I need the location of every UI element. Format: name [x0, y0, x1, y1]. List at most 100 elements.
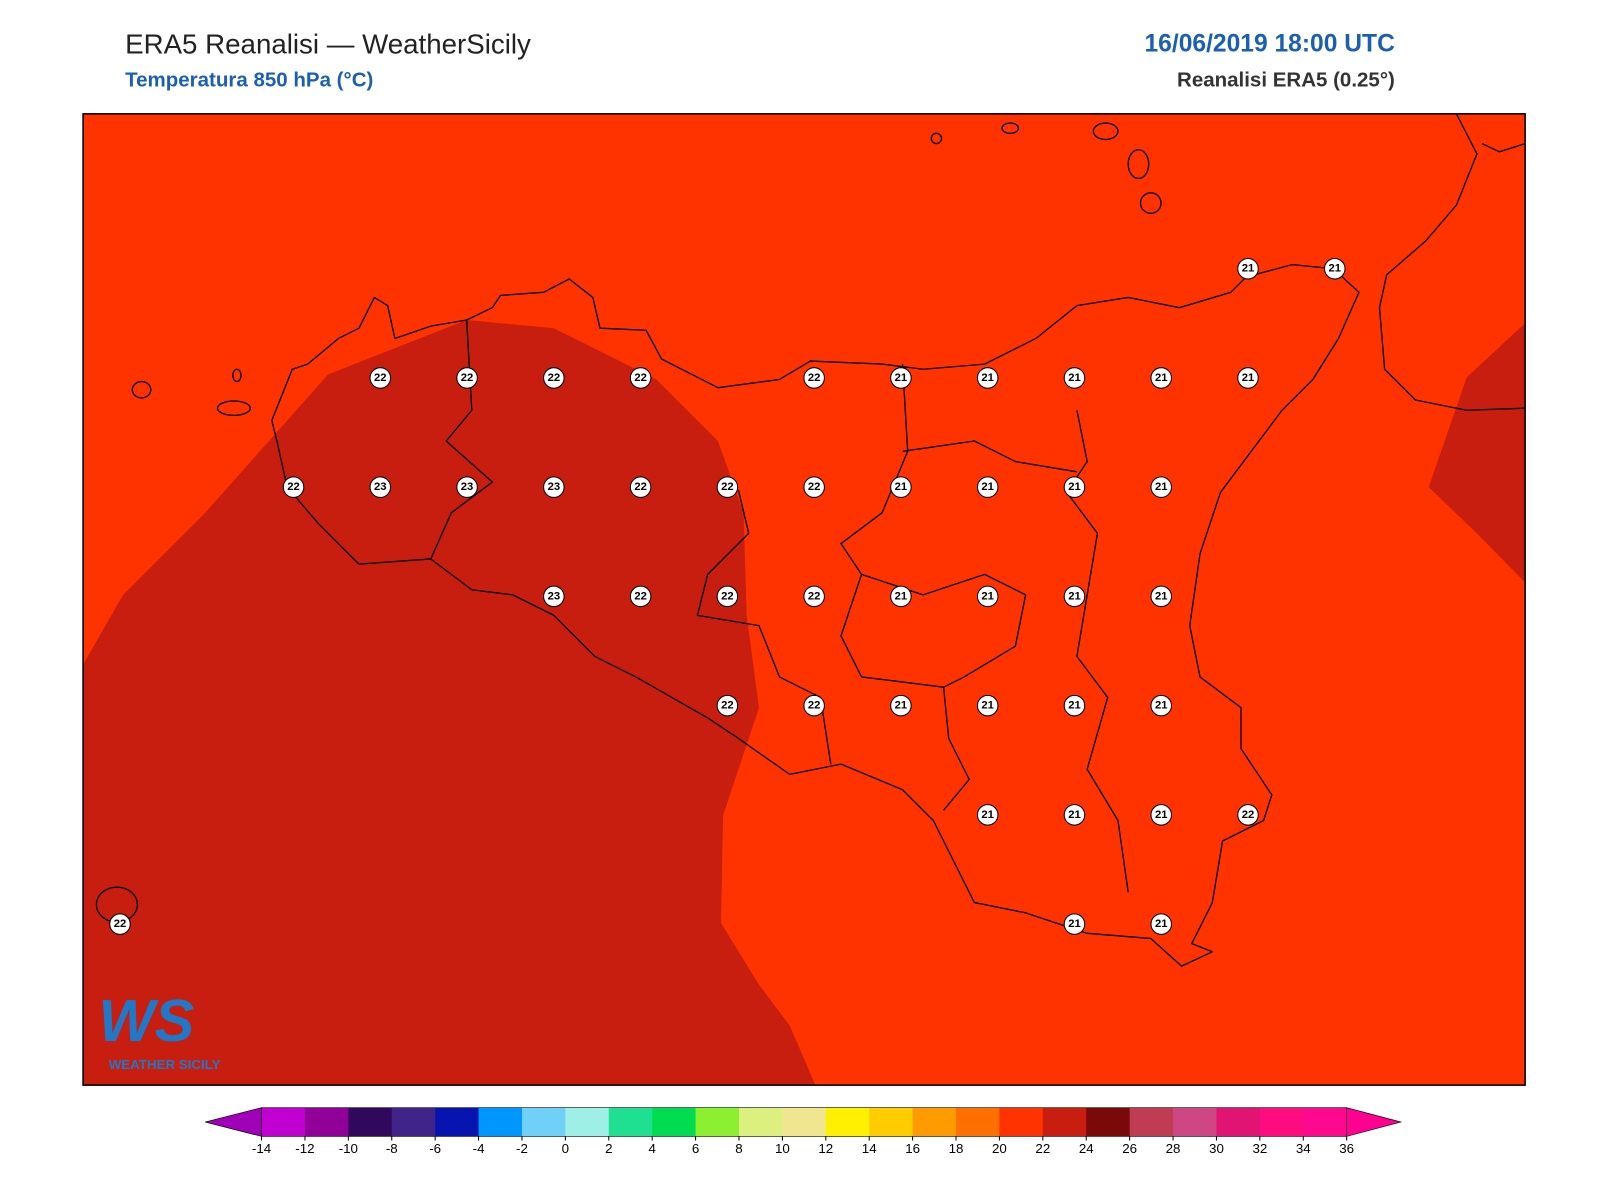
point-value: 21 [1155, 590, 1168, 602]
colorbar-tick-label: -2 [516, 1141, 528, 1156]
colorbar-bin [1173, 1107, 1217, 1137]
point-marker [803, 476, 825, 498]
colorbar-tick-label: 12 [818, 1141, 833, 1156]
colorbar-bin [738, 1107, 783, 1137]
point-value: 22 [721, 590, 734, 602]
title: ERA5 Reanalisi — WeatherSicily [125, 29, 531, 60]
point-value: 22 [808, 481, 821, 493]
point-value: 21 [981, 590, 994, 602]
colorbar-tick-label: 8 [735, 1141, 742, 1156]
logo-mark: WS [98, 987, 194, 1054]
point-value: 21 [1242, 372, 1255, 384]
colorbar-under [205, 1107, 262, 1137]
island [1127, 149, 1150, 180]
point-marker [543, 585, 565, 608]
colorbar-bin [391, 1107, 436, 1137]
logo-text: WEATHER SICILY [109, 1057, 221, 1072]
colorbar: -14 -12 -10 -8 -6 -4 -2 0 2 4 6 8 10 12 14 16 18 20 22 24 26… [205, 1107, 1403, 1156]
colorbar-tick-label: 30 [1209, 1141, 1224, 1156]
point-value: 22 [1242, 809, 1255, 821]
island [1092, 122, 1119, 141]
point-value: 21 [1155, 700, 1168, 712]
point-marker [1150, 367, 1172, 389]
colorbar-tick-label: 34 [1296, 1141, 1311, 1156]
colorbar-tick-label: 6 [692, 1141, 699, 1156]
point-marker [716, 476, 739, 498]
colorbar-bin [869, 1107, 914, 1137]
point-value: 22 [461, 372, 474, 384]
colorbar-bin [261, 1107, 306, 1137]
point-marker [1237, 804, 1259, 826]
island [232, 368, 242, 383]
island [216, 400, 251, 417]
point-marker [1063, 913, 1086, 935]
point-marker [890, 367, 912, 389]
island [930, 132, 943, 145]
point-marker [1063, 694, 1086, 717]
colorbar-tick-label: 22 [1035, 1141, 1050, 1156]
point-value: 21 [895, 700, 908, 712]
point-value: 22 [808, 590, 821, 602]
point-marker [629, 367, 652, 389]
point-value: 21 [1068, 700, 1081, 712]
point-value: 21 [1155, 481, 1168, 493]
point-value: 21 [895, 481, 908, 493]
point-marker [890, 476, 912, 498]
point-value: 22 [548, 372, 561, 384]
colorbar-bin [1216, 1107, 1261, 1137]
field-high [83, 320, 816, 1086]
colorbar-tick-label: 26 [1122, 1141, 1137, 1156]
colorbar-over [1346, 1107, 1403, 1137]
point-marker [369, 476, 392, 498]
colorbar-bin [565, 1107, 610, 1137]
point-marker [890, 694, 912, 717]
logo: WS WEATHER SICILY [98, 987, 220, 1072]
colorbar-bin [825, 1107, 870, 1137]
point-value: 21 [1155, 918, 1168, 930]
colorbar-bin [1129, 1107, 1174, 1137]
point-marker [1237, 257, 1259, 280]
point-marker [629, 585, 652, 608]
colorbar-tick-label: 2 [605, 1141, 612, 1156]
colorbar-tick-label: 14 [862, 1141, 877, 1156]
coastline [271, 263, 1360, 967]
point-marker [456, 476, 478, 498]
point-marker [976, 804, 999, 826]
point-value: 22 [721, 700, 734, 712]
point-value: 23 [461, 481, 474, 493]
point-marker [976, 694, 999, 717]
colorbar-tick-label: -10 [339, 1141, 358, 1156]
map: 21 21 22 22 22 22 22 21 21 21 21 21 22 23 23 23 22 22 22 21… [82, 113, 1526, 1086]
point-value: 21 [981, 700, 994, 712]
point-value: 22 [634, 481, 647, 493]
colorbar-bin [695, 1107, 740, 1137]
point-marker [1063, 367, 1086, 389]
point-value: 23 [548, 590, 561, 602]
point-value: 22 [634, 590, 647, 602]
point-value: 22 [808, 372, 821, 384]
field-high [1428, 323, 1526, 583]
point-value: 22 [808, 700, 821, 712]
colorbar-bin [782, 1107, 827, 1137]
point-value: 21 [1329, 263, 1342, 275]
point-marker [629, 476, 652, 498]
point-value: 21 [1068, 590, 1081, 602]
colorbar-frame [261, 1107, 1347, 1137]
coastline [1378, 113, 1526, 411]
point-marker [543, 476, 565, 498]
colorbar-tick-label: 4 [648, 1141, 656, 1156]
colorbar-bin [608, 1107, 653, 1137]
point-marker [1063, 476, 1086, 498]
point-value: 21 [895, 590, 908, 602]
colorbar-tick-label: 32 [1252, 1141, 1267, 1156]
colorbar-bin [521, 1107, 566, 1137]
colorbar-bin [1042, 1107, 1087, 1137]
colorbar-bin [956, 1107, 1000, 1137]
point-value: 21 [1068, 481, 1081, 493]
point-marker [716, 585, 739, 608]
colorbar-tick-label: 28 [1166, 1141, 1181, 1156]
point-value: 21 [981, 809, 994, 821]
point-value: 21 [895, 372, 908, 384]
point-marker [1150, 913, 1172, 935]
